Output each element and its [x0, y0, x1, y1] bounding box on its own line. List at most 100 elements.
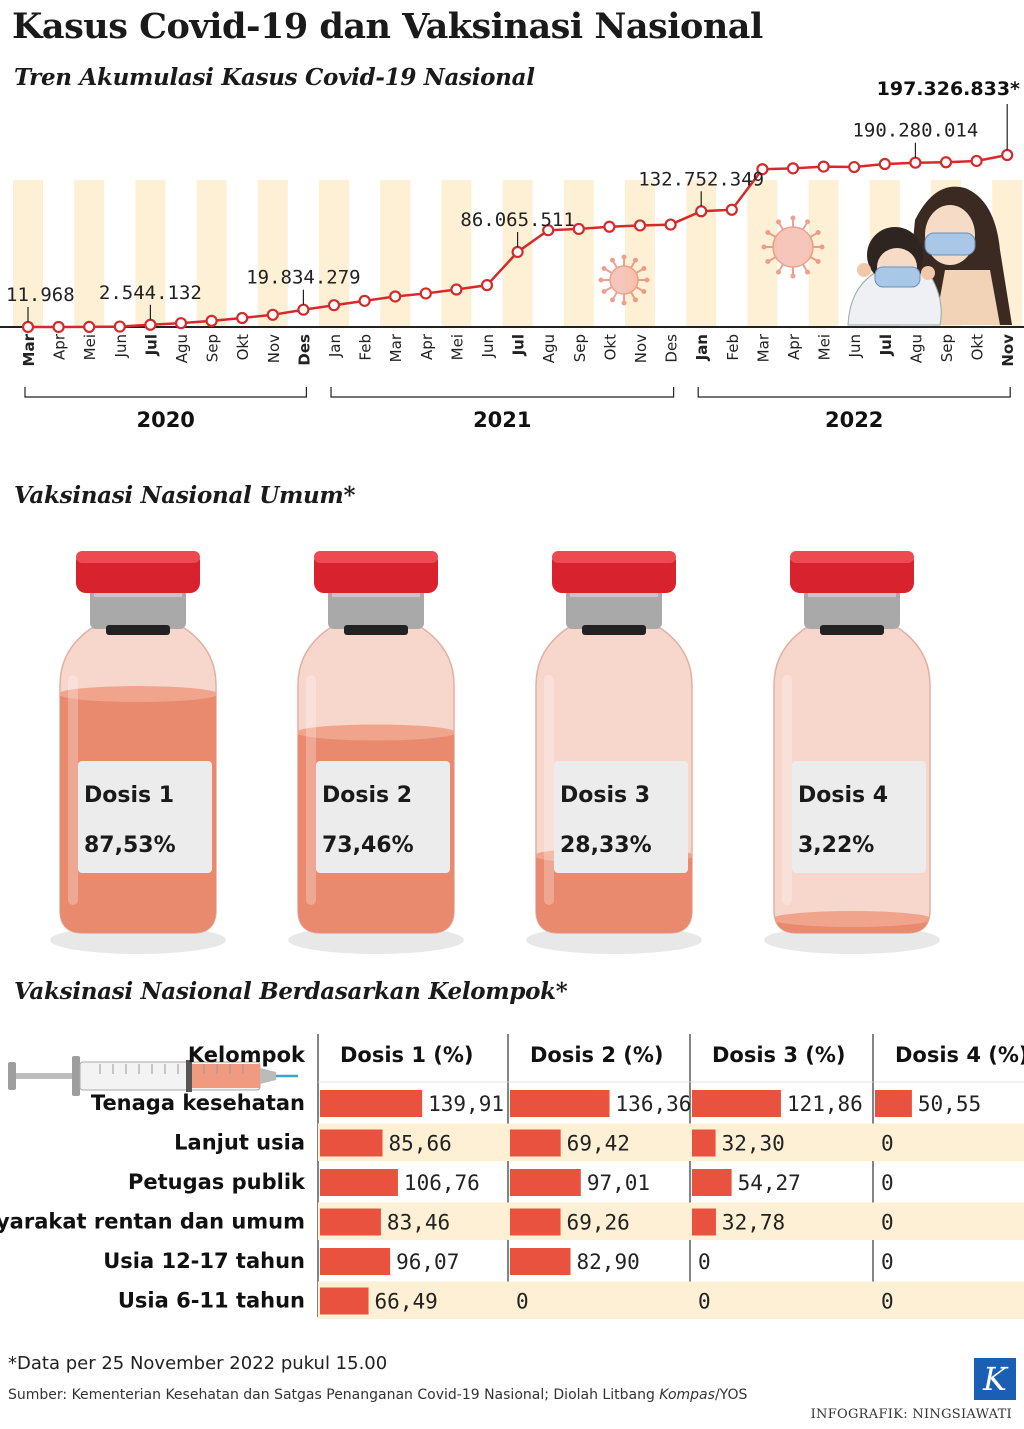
month-tick-label: Okt — [601, 334, 619, 360]
group-bar-value: 69,26 — [567, 1211, 630, 1235]
group-bar-value: 54,27 — [738, 1171, 801, 1195]
month-tick-label: Mei — [448, 334, 466, 360]
source-text: Sumber: Kementerian Kesehatan dan Satgas… — [8, 1387, 660, 1403]
group-bar-value: 0 — [881, 1171, 894, 1195]
group-bar-value: 106,76 — [404, 1171, 480, 1195]
group-bar — [510, 1169, 581, 1196]
group-bar — [320, 1248, 391, 1275]
trend-value-label: 11.968 — [6, 284, 75, 306]
group-bar-value: 0 — [881, 1132, 894, 1156]
vial-liquid-surface — [60, 686, 216, 703]
groups-subtitle: Vaksinasi Nasional Berdasarkan Kelompok* — [14, 978, 568, 1005]
trend-point — [21, 320, 35, 334]
group-bar-value: 0 — [698, 1250, 711, 1274]
trend-subtitle: Tren Akumulasi Kasus Covid-19 Nasional — [14, 64, 535, 91]
month-tick-label: Okt — [234, 334, 252, 360]
column-header: Dosis 4 (%) — [895, 1043, 1024, 1067]
month-tick-label: Mar — [387, 333, 405, 362]
vial-1: Dosis 1 87,53% — [48, 545, 228, 955]
month-stripe — [563, 180, 594, 327]
group-bar-value: 0 — [698, 1290, 711, 1314]
trend-point — [542, 224, 555, 237]
group-bar-value: 96,07 — [396, 1250, 459, 1274]
vaccination-group-table: Kelompok Dosis 1 (%) Dosis 2 (%) Dosis 3 (%… — [0, 1030, 1024, 1330]
month-tick-label: Sep — [204, 334, 222, 362]
group-bar-value: 85,66 — [389, 1132, 452, 1156]
group-bar — [510, 1129, 561, 1157]
row-group-label: Petugas publik — [128, 1170, 306, 1194]
trend-series — [21, 148, 1014, 334]
vial-dose-name: Dosis 2 — [322, 783, 413, 808]
trend-point — [236, 311, 249, 325]
row-stripe — [318, 1202, 1024, 1240]
trend-line-chart: 11.968 2.544.132 19.834.279 86.065.511 132.7… — [0, 78, 1024, 432]
row-group-label: Usia 12-17 tahun — [103, 1249, 305, 1273]
column-header: Dosis 2 (%) — [530, 1043, 664, 1067]
month-tick-label: Jul — [510, 334, 528, 356]
month-tick-label: Apr — [51, 333, 69, 360]
group-bar — [510, 1248, 571, 1275]
year-bracket — [330, 387, 675, 398]
month-tick-label: Jun — [846, 334, 864, 358]
month-tick-label: Agu — [907, 334, 925, 363]
month-tick-label: Des — [663, 334, 681, 363]
vial-label-card — [316, 761, 450, 873]
month-stripe — [74, 180, 105, 327]
kompas-logo: K — [974, 1358, 1016, 1400]
month-tick-label: Apr — [785, 333, 803, 360]
illustrations — [598, 186, 1012, 326]
column-header: Dosis 3 (%) — [712, 1043, 846, 1067]
trend-point — [817, 160, 830, 173]
virus-icon — [598, 254, 650, 306]
trend-value-labels: 11.968 2.544.132 19.834.279 86.065.511 132.7… — [6, 78, 1020, 322]
group-bar-value: 32,30 — [722, 1132, 785, 1156]
vial-label-card — [554, 761, 688, 873]
infographic-credit: INFOGRAFIK: NINGSIAWATI — [810, 1407, 1012, 1422]
year-brackets: 2020 2021 2022 — [24, 387, 1011, 432]
trend-point — [603, 220, 616, 233]
year-label: 2020 — [136, 408, 194, 432]
table-header: Kelompok Dosis 1 (%) Dosis 2 (%) Dosis 3 (%… — [188, 1043, 1024, 1067]
month-tick-label: Jul — [142, 334, 160, 356]
mask-family-illustration — [847, 186, 1012, 326]
vial-icon — [764, 551, 940, 954]
row-group-label: Tenaga kesehatan — [91, 1091, 305, 1115]
vial-label-card — [792, 761, 926, 873]
year-bracket — [24, 387, 307, 398]
group-bar — [320, 1169, 398, 1196]
trend-point — [786, 162, 800, 175]
trend-point — [572, 222, 585, 236]
group-bar — [692, 1090, 781, 1117]
month-tick-label: Jun — [479, 334, 497, 358]
trend-point — [909, 156, 922, 169]
vial-liquid-surface — [774, 911, 930, 927]
month-tick-label: Apr — [418, 333, 436, 360]
trend-point — [266, 308, 279, 321]
month-tick-label: Mar — [20, 333, 38, 366]
vial-4: Dosis 4 3,22% — [762, 545, 942, 955]
group-bar-value: 50,55 — [918, 1092, 981, 1116]
group-bar — [692, 1169, 732, 1196]
trend-point — [205, 314, 218, 327]
trend-point — [939, 156, 953, 169]
vial-seal — [582, 625, 646, 635]
month-tick-label: Jul — [877, 334, 895, 356]
column-header: Dosis 1 (%) — [340, 1043, 474, 1067]
trend-point — [419, 287, 432, 300]
group-bar-value: 32,78 — [722, 1211, 785, 1235]
trend-point — [511, 245, 524, 259]
month-tick-label: Nov — [999, 334, 1017, 367]
month-tick-label: Feb — [724, 334, 742, 361]
month-stripe — [380, 180, 411, 327]
group-bar-value: 0 — [881, 1211, 894, 1235]
group-bar — [320, 1208, 381, 1236]
trend-point — [358, 294, 371, 307]
month-tick-label: Agu — [173, 334, 191, 363]
month-stripe — [625, 180, 655, 327]
trend-point — [83, 320, 96, 333]
month-tick-label: Mei — [81, 334, 99, 360]
month-stripe — [257, 180, 288, 327]
group-bar — [692, 1208, 716, 1236]
row-stripe — [318, 1281, 1024, 1319]
trend-point — [327, 299, 341, 312]
